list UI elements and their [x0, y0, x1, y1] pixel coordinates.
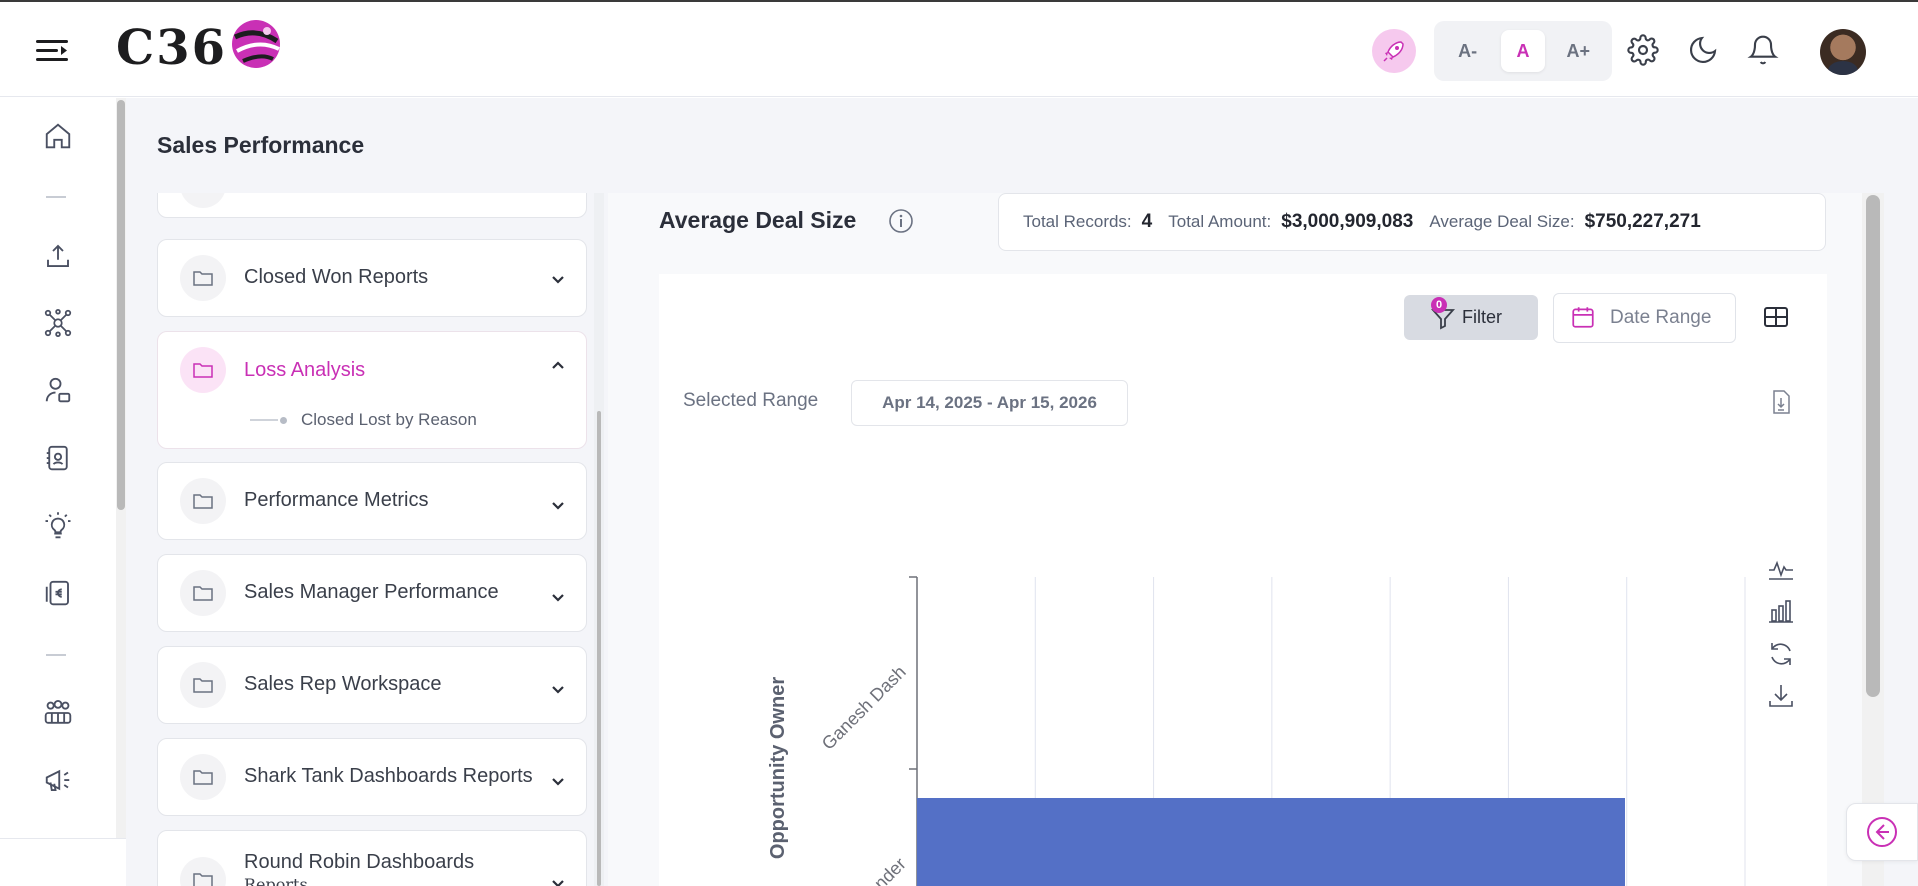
folder-icon: [180, 857, 226, 886]
folder-label: Loss Analysis: [244, 359, 366, 381]
folder-icon: [180, 347, 226, 393]
invoice-icon[interactable]: [38, 573, 78, 613]
left-nav-scrollbar[interactable]: [116, 98, 126, 886]
selected-range-label: Selected Range: [683, 390, 819, 411]
dark-mode-moon-icon[interactable]: [1685, 32, 1721, 68]
scrollbar-thumb[interactable]: [597, 411, 601, 886]
contacts-icon[interactable]: [38, 370, 78, 410]
chevron-down-icon[interactable]: [548, 679, 568, 699]
tree-dot: [280, 416, 287, 424]
top-header: C36 A- A A+: [0, 2, 1918, 97]
tree-connector: [250, 419, 278, 421]
line-chart-icon[interactable]: [1766, 554, 1796, 584]
rocket-icon[interactable]: [1372, 29, 1416, 73]
average-deal-size-label: Average Deal Size:: [1429, 212, 1575, 231]
team-icon[interactable]: [38, 693, 78, 733]
total-amount-value: $3,000,909,083: [1281, 211, 1414, 232]
nav-divider: [46, 654, 66, 656]
folder-label: Sales Rep Workspace: [244, 673, 442, 695]
calendar-icon: [1572, 307, 1594, 328]
chevron-down-icon[interactable]: [548, 495, 568, 515]
folder-label: Sales Manager Performance: [244, 581, 499, 603]
chevron-down-icon[interactable]: [548, 587, 568, 607]
megaphone-icon[interactable]: [38, 760, 78, 800]
left-navigation: [0, 98, 116, 838]
collapse-panel-button[interactable]: [1846, 803, 1918, 861]
selected-range-value: Apr 14, 2025 - Apr 15, 2026: [851, 380, 1128, 426]
report-title: Average Deal Size: [659, 207, 857, 233]
home-icon[interactable]: [38, 116, 78, 156]
folder-list-scrollbar[interactable]: [594, 193, 604, 886]
settings-gear-icon[interactable]: [1625, 32, 1661, 68]
folder-sales-rep-workspace[interactable]: Sales Rep Workspace: [157, 646, 587, 724]
folder-loss-analysis[interactable]: Loss Analysis Closed Lost by Reason: [157, 331, 587, 449]
left-nav-footer: [0, 838, 126, 886]
app-logo[interactable]: C36: [116, 18, 283, 78]
menu-toggle-icon[interactable]: [34, 36, 70, 66]
chevron-down-icon[interactable]: [548, 771, 568, 791]
folder-icon: [180, 662, 226, 708]
content-scrollbar[interactable]: [1862, 193, 1884, 886]
filter-button[interactable]: Filter: [1404, 295, 1538, 340]
user-avatar[interactable]: [1820, 29, 1866, 75]
logo-text: C36: [116, 20, 227, 76]
folder-label: Shark Tank Dashboards Reports: [244, 765, 533, 787]
summary-stats-bar: Total Records: 4 Total Amount: $3,000,90…: [998, 193, 1826, 251]
folder-icon: [180, 255, 226, 301]
scrollbar-thumb[interactable]: [1866, 195, 1880, 697]
scrollbar-thumb[interactable]: [117, 100, 125, 510]
font-size-switcher: A- A A+: [1434, 21, 1612, 81]
folder-icon: [180, 193, 226, 208]
font-decrease-button[interactable]: A-: [1458, 40, 1478, 61]
total-records-label: Total Records:: [1023, 212, 1132, 231]
report-folder-list: Closed Won Reports Loss Analysis Closed …: [148, 193, 600, 886]
notification-bell-icon[interactable]: [1745, 32, 1781, 68]
report-item-closed-lost-by-reason[interactable]: Closed Lost by Reason: [250, 410, 477, 430]
folder-closed-won-reports[interactable]: Closed Won Reports: [157, 239, 587, 317]
nav-divider: [46, 196, 66, 198]
page-title: Sales Performance: [157, 132, 365, 158]
chart-card: [659, 274, 1827, 886]
font-increase-button[interactable]: A+: [1566, 40, 1591, 61]
folder-performance-metrics[interactable]: Performance Metrics: [157, 462, 587, 540]
folder-label: Performance Metrics: [244, 489, 429, 511]
filter-label: Filter: [1462, 307, 1502, 327]
network-icon[interactable]: [38, 303, 78, 343]
arrow-left-circle-icon: [1867, 817, 1897, 847]
folder-card-partial[interactable]: [157, 193, 587, 218]
filter-icon: [1430, 309, 1456, 330]
folder-label: Round Robin Dashboards: [244, 851, 475, 873]
date-range-label: Date Range: [1610, 307, 1712, 328]
date-range-button[interactable]: Date Range: [1553, 293, 1736, 343]
logo-globe-icon: [232, 20, 280, 68]
chevron-down-icon[interactable]: [548, 873, 568, 886]
badge-icon[interactable]: [38, 438, 78, 478]
download-icon[interactable]: [1766, 681, 1796, 711]
folder-label: Closed Won Reports: [244, 266, 429, 288]
chevron-down-icon[interactable]: [548, 269, 568, 289]
total-records-value: 4: [1141, 211, 1153, 232]
folder-shark-tank-dashboards-reports[interactable]: Shark Tank Dashboards Reports: [157, 738, 587, 816]
bar-chart-icon[interactable]: [1766, 596, 1796, 626]
folder-round-robin-dashboards[interactable]: Round Robin Dashboards Reports: [157, 830, 587, 886]
layout-grid-icon[interactable]: [1761, 302, 1791, 332]
folder-icon: [180, 754, 226, 800]
upload-icon[interactable]: [38, 236, 78, 276]
folder-label-line2: Reports: [244, 875, 308, 886]
export-file-icon[interactable]: [1767, 388, 1795, 416]
chevron-up-icon[interactable]: [548, 356, 568, 376]
refresh-icon[interactable]: [1766, 639, 1796, 669]
total-amount-label: Total Amount:: [1168, 212, 1272, 231]
folder-icon: [180, 570, 226, 616]
average-deal-size-value: $750,227,271: [1584, 211, 1701, 232]
folder-icon: [180, 478, 226, 524]
folder-sales-manager-performance[interactable]: Sales Manager Performance: [157, 554, 587, 632]
font-normal-button[interactable]: A: [1500, 30, 1545, 72]
report-item-label: Closed Lost by Reason: [301, 410, 477, 429]
info-icon[interactable]: [888, 208, 914, 234]
lightbulb-icon[interactable]: [38, 506, 78, 546]
window-top-border: [0, 0, 1918, 2]
filter-count-badge: 0: [1431, 297, 1447, 313]
